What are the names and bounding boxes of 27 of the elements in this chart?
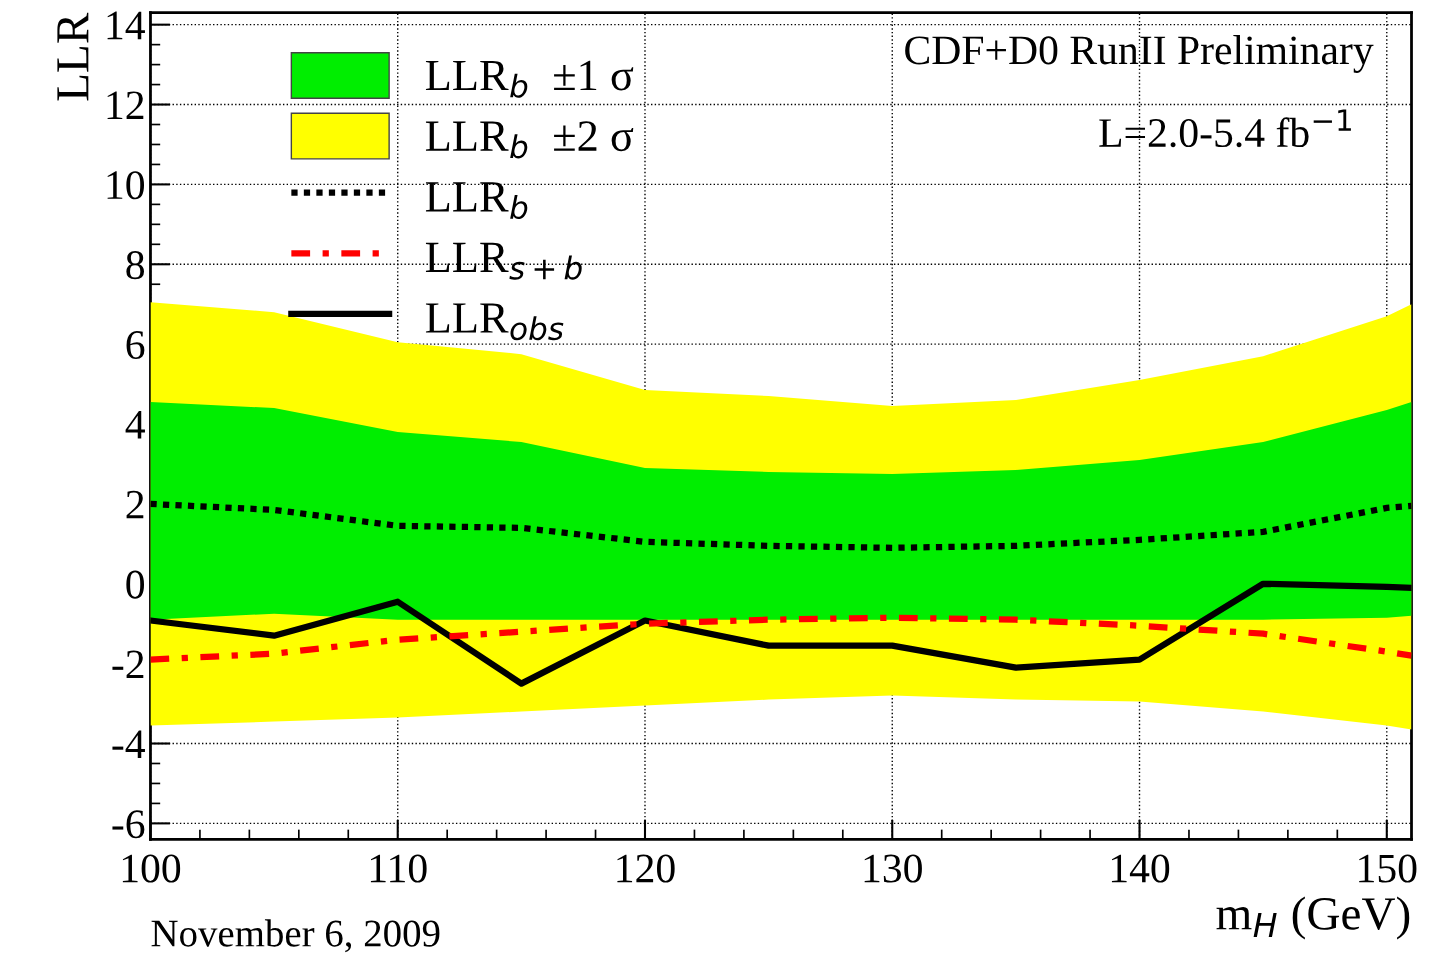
y-tick-label: -2 bbox=[112, 650, 144, 679]
x-tick-label: 150 bbox=[1359, 854, 1417, 883]
y-tick-label: 2 bbox=[126, 490, 144, 519]
y-tick-label: 10 bbox=[107, 171, 145, 200]
x-tick-label: 110 bbox=[370, 854, 427, 883]
y-tick-label: 0 bbox=[126, 570, 145, 599]
x-tick-label: 130 bbox=[864, 854, 922, 883]
y-tick-label: 6 bbox=[126, 331, 145, 360]
legend-label: LLR$_{b}$ ±2 σ bbox=[425, 121, 634, 159]
y-tick-label: 8 bbox=[126, 251, 145, 280]
legend-label: LLR$_{b}$ bbox=[425, 182, 528, 220]
annotation: L=2.0-5.4 fb$^{−1}$ bbox=[1099, 109, 1351, 148]
legend-label: LLR$_{obs}$ bbox=[425, 303, 564, 341]
x-tick-label: 100 bbox=[122, 854, 181, 883]
annotation: CDF+D0 RunII Preliminary bbox=[905, 35, 1374, 73]
y-tick-label: 14 bbox=[107, 11, 145, 40]
x-axis-title: m$_{H}$ (GeV) bbox=[1216, 896, 1410, 940]
y-tick-label: 4 bbox=[125, 411, 145, 439]
y-tick-label: -6 bbox=[112, 810, 145, 839]
y-axis-title: LLR bbox=[57, 12, 89, 101]
text: November 6, 2009 bbox=[151, 919, 440, 953]
y-tick-label: -4 bbox=[112, 730, 145, 758]
legend-label: LLR$_{b}$ ±1 σ bbox=[425, 60, 634, 98]
legend-label: LLR$_{s+b}$ bbox=[425, 242, 582, 280]
x-tick-label: 120 bbox=[617, 854, 675, 883]
y-tick-label: 12 bbox=[107, 91, 144, 119]
x-tick-label: 140 bbox=[1111, 854, 1170, 883]
